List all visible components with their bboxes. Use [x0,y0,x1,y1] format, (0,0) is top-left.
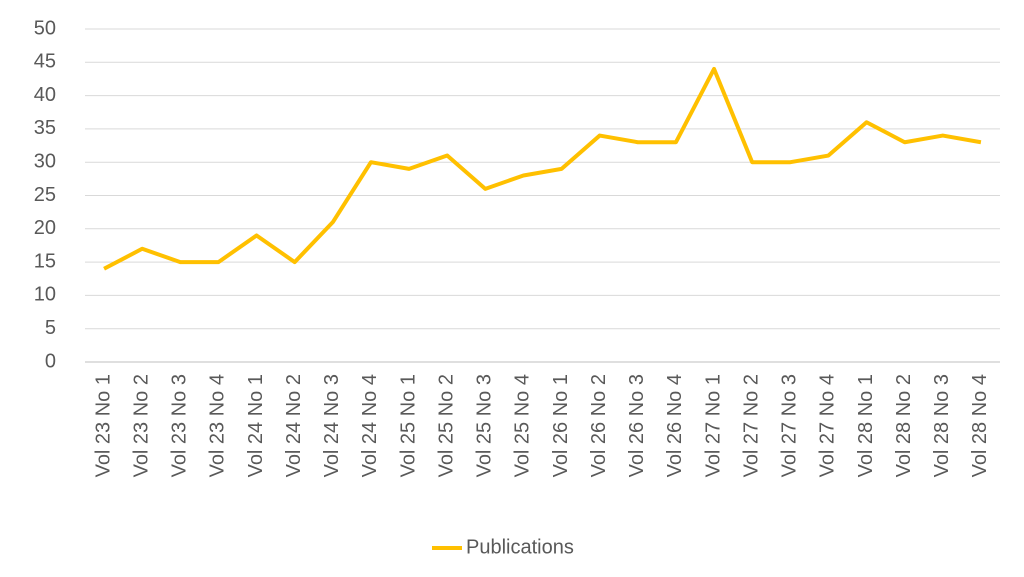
x-tick-label: Vol 23 No 4 [207,374,229,477]
x-tick-label: Vol 28 No 3 [931,374,953,477]
x-tick-label: Vol 26 No 4 [664,374,686,477]
x-tick-label: Vol 23 No 3 [169,374,191,477]
x-tick-label: Vol 24 No 3 [321,374,343,477]
x-tick-label: Vol 23 No 2 [130,374,152,477]
y-tick-label: 30 [34,150,56,172]
x-tick-label: Vol 25 No 3 [474,374,496,477]
y-tick-label: 0 [45,350,56,372]
legend-label: Publications [466,536,574,558]
line [103,66,982,271]
y-tick-label: 20 [34,217,56,239]
x-tick-label: Vol 28 No 2 [893,374,915,477]
x-tick-label: Vol 25 No 1 [397,374,419,477]
x-tick-label: Vol 25 No 2 [435,374,457,477]
y-tick-label: 45 [34,51,56,73]
x-tick-label: Vol 24 No 4 [359,374,381,477]
y-tick-label: 50 [34,17,56,39]
x-tick-label: Vol 28 No 1 [855,374,877,477]
y-tick-label: 15 [34,250,56,272]
x-tick-label: Vol 24 No 2 [283,374,305,477]
x-tick-label: Vol 26 No 2 [588,374,610,477]
y-tick-label: 35 [34,117,56,139]
x-tick-label: Vol 28 No 4 [969,374,991,477]
y-tick-label: 10 [34,284,56,306]
x-tick-label: Vol 27 No 1 [702,374,724,477]
x-tick-label: Vol 23 No 1 [92,374,114,477]
x-tick-label: Vol 24 No 1 [245,374,267,477]
y-tick-label: 40 [34,84,56,106]
x-tick-label: Vol 26 No 1 [550,374,572,477]
y-tick-label: 5 [45,317,56,339]
x-tick-label: Vol 27 No 2 [740,374,762,477]
x-tick-label: Vol 27 No 3 [779,374,801,477]
x-tick-label: Vol 26 No 3 [626,374,648,477]
x-tick-label: Vol 27 No 4 [817,374,839,477]
x-tick-label: Vol 25 No 4 [512,374,534,477]
y-tick-label: 25 [34,184,56,206]
